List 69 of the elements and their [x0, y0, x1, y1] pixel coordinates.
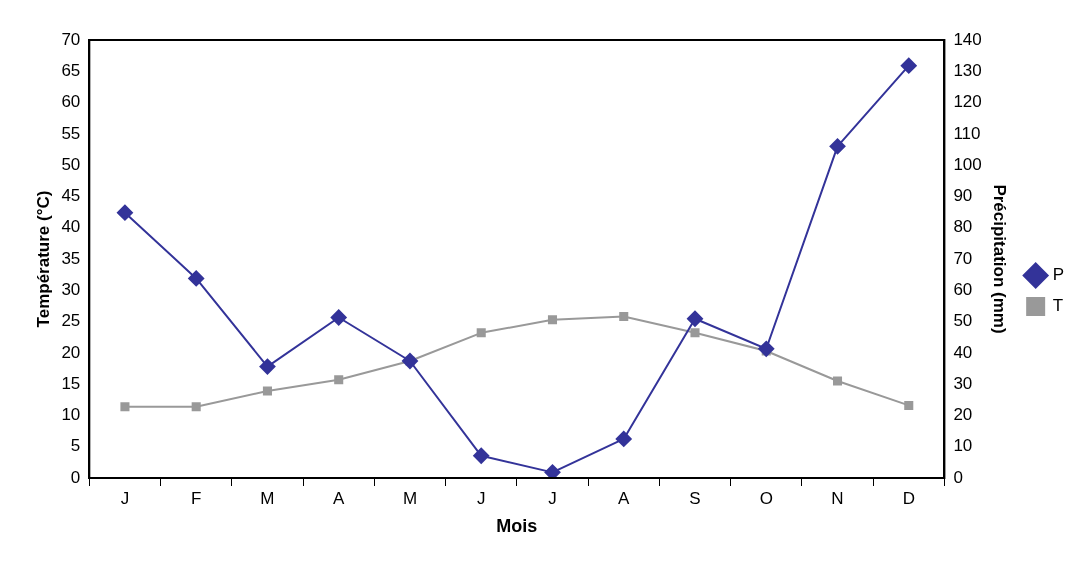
point: [758, 340, 775, 357]
point: [544, 464, 561, 478]
y2-axis-title: Précipitation (mm): [990, 184, 1010, 334]
y-axis-title: Température (°C): [33, 190, 53, 328]
y-tick-label: 10: [61, 405, 81, 425]
y-tick-label: 65: [61, 60, 81, 80]
y-tick-label: 40: [61, 217, 81, 237]
point: [116, 204, 133, 221]
y2-tick-label: 100: [953, 154, 982, 174]
y2-tick-label: 40: [953, 342, 973, 362]
point: [330, 309, 347, 326]
point: [188, 270, 205, 287]
y-tick-label: 55: [61, 123, 81, 143]
x-tick-label: M: [402, 488, 418, 508]
point: [401, 352, 418, 369]
point: [259, 358, 276, 375]
x-tick-label: S: [689, 488, 701, 508]
y-tick-label: 45: [61, 186, 81, 206]
y-tick-label: 70: [61, 29, 81, 49]
point: [829, 138, 846, 155]
y-tick-label: 60: [61, 92, 81, 112]
point: [615, 430, 632, 447]
y2-tick-label: 60: [953, 279, 973, 299]
y2-tick-label: 120: [953, 92, 982, 112]
y-tick-label: 0: [70, 467, 81, 487]
x-tick-label: J: [548, 488, 557, 508]
point: [476, 328, 486, 338]
y2-tick-label: 140: [953, 29, 982, 49]
y-tick-label: 50: [61, 154, 81, 174]
y-tick-label: 35: [61, 248, 81, 268]
y2-tick-label: 20: [953, 405, 973, 425]
point: [690, 328, 700, 338]
legend-label: T: [1052, 296, 1064, 316]
y2-tick-label: 130: [953, 60, 982, 80]
point: [191, 402, 201, 412]
y2-tick-label: 30: [953, 373, 973, 393]
x-tick-label: A: [618, 488, 631, 508]
x-tick-label: F: [191, 488, 202, 508]
y-tick-label: 25: [61, 311, 81, 331]
point: [334, 375, 344, 385]
y-tick-label: 20: [61, 342, 81, 362]
x-tick-label: O: [759, 488, 773, 508]
x-tick-label: D: [902, 488, 915, 508]
point: [547, 315, 558, 325]
legend-label: P: [1052, 265, 1064, 285]
x-tick-label: N: [831, 488, 844, 508]
y2-tick-label: 80: [953, 217, 973, 237]
point: [900, 57, 917, 74]
point: [619, 312, 629, 322]
y2-tick-label: 110: [953, 123, 981, 143]
y-tick-label: 5: [70, 436, 81, 456]
point: [262, 386, 272, 396]
y-tick-label: 15: [61, 373, 81, 393]
point: [473, 447, 490, 464]
x-axis-title: Mois: [496, 516, 538, 537]
point: [120, 402, 130, 412]
point: [832, 376, 843, 386]
x-tick-label: A: [333, 488, 346, 508]
y2-tick-label: 10: [953, 436, 973, 456]
point: [904, 400, 914, 410]
x-tick-label: J: [120, 488, 130, 508]
x-tick-label: M: [260, 488, 275, 508]
y2-tick-label: 70: [953, 248, 973, 268]
y2-tick-label: 90: [953, 186, 973, 206]
point: [687, 310, 703, 327]
y-tick-label: 30: [61, 279, 81, 299]
y2-tick-label: 0: [953, 467, 963, 487]
x-tick-label: J: [476, 488, 486, 508]
y2-tick-label: 50: [953, 311, 973, 331]
